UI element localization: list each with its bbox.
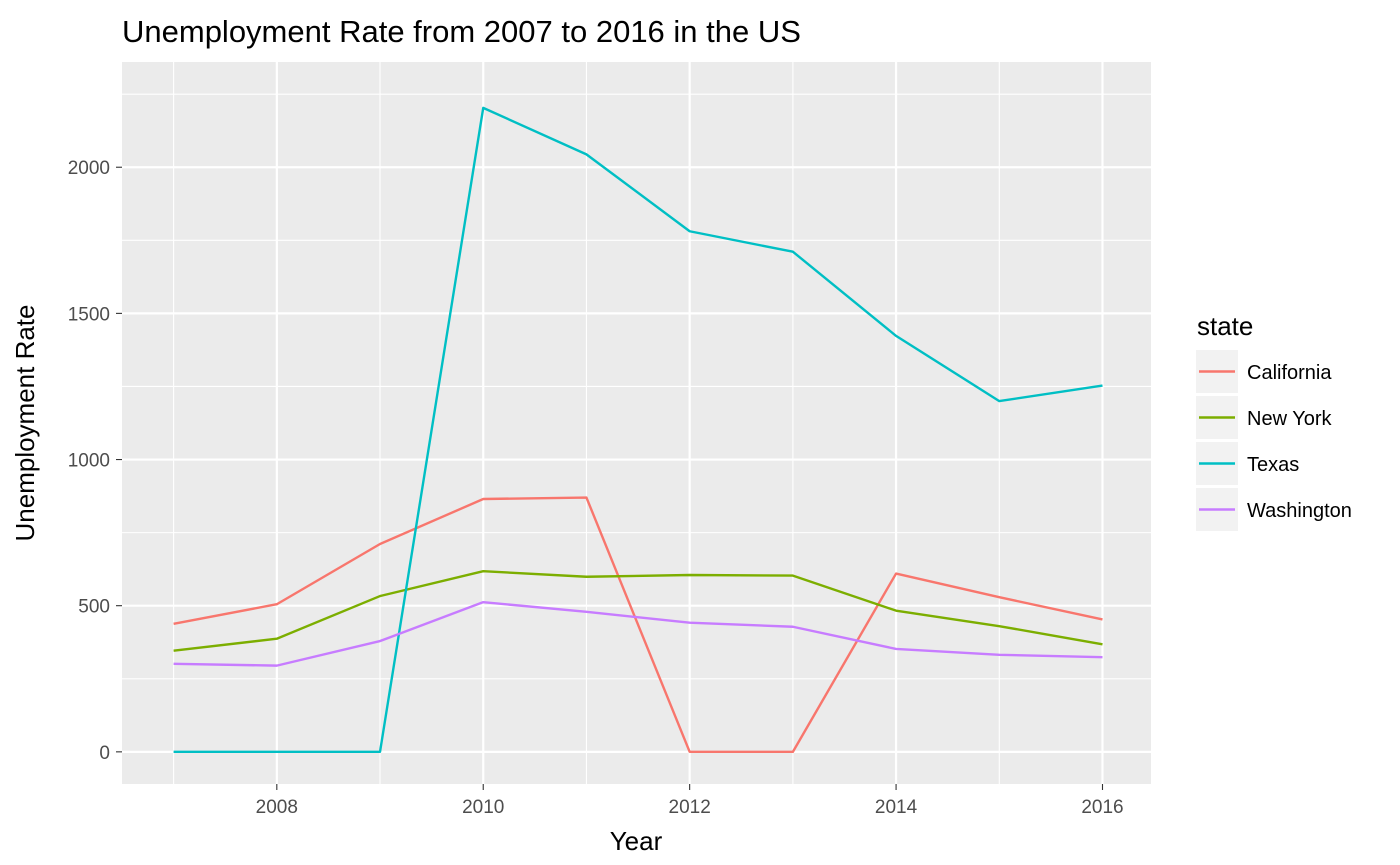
x-tick-label: 2012 bbox=[669, 797, 711, 818]
y-tick-label: 1000 bbox=[68, 451, 110, 472]
legend-item-california: California bbox=[1196, 350, 1332, 393]
series-line-texas bbox=[173, 106, 1103, 754]
y-tick-label: 2000 bbox=[68, 158, 110, 179]
legend-item-texas: Texas bbox=[1196, 442, 1299, 485]
legend-title: state bbox=[1197, 311, 1253, 341]
y-axis: 0 500 1000 1500 2000 bbox=[68, 158, 122, 764]
legend-label-california: California bbox=[1247, 362, 1332, 384]
legend: state California New York Texas Washington bbox=[1196, 311, 1352, 531]
x-tick-label: 2014 bbox=[875, 797, 918, 818]
legend-label-washington: Washington bbox=[1247, 500, 1352, 522]
x-axis: 2008 2010 2012 2014 2016 bbox=[256, 784, 1124, 818]
y-tick-label: 500 bbox=[78, 597, 110, 618]
chart-title: Unemployment Rate from 2007 to 2016 in t… bbox=[122, 14, 801, 49]
x-tick-label: 2016 bbox=[1081, 797, 1123, 818]
y-tick-label: 0 bbox=[99, 743, 110, 764]
x-axis-title: Year bbox=[610, 826, 663, 856]
series-lines bbox=[173, 106, 1103, 754]
series-line-washington bbox=[173, 600, 1103, 667]
legend-label-new-york: New York bbox=[1247, 408, 1332, 430]
x-tick-label: 2008 bbox=[256, 797, 298, 818]
series-line-new-york bbox=[173, 570, 1103, 652]
series-line-california bbox=[173, 496, 1103, 754]
legend-items: California New York Texas Washington bbox=[1196, 350, 1352, 531]
legend-item-washington: Washington bbox=[1196, 488, 1352, 531]
legend-label-texas: Texas bbox=[1247, 454, 1299, 476]
grid-lines bbox=[122, 62, 1151, 784]
y-axis-title: Unemployment Rate bbox=[10, 305, 40, 542]
legend-item-new-york: New York bbox=[1196, 396, 1332, 439]
plot-panel bbox=[122, 62, 1151, 784]
y-tick-label: 1500 bbox=[68, 304, 110, 325]
x-tick-label: 2010 bbox=[462, 797, 504, 818]
